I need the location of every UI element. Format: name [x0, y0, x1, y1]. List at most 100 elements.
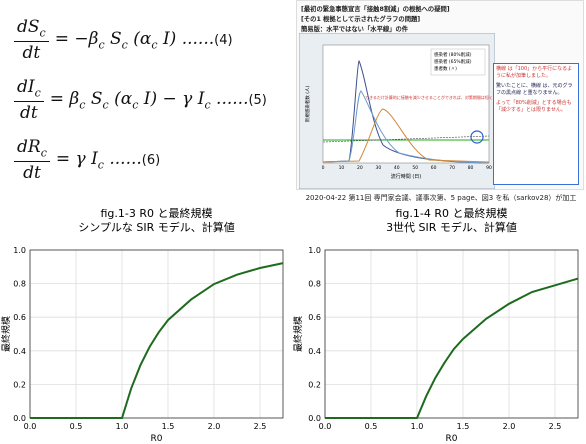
slide-header: [その1 根拠として示されたグラフの問題]	[301, 16, 421, 23]
x-axis-label: R0	[446, 434, 458, 444]
slide-x-tick: 60	[431, 165, 437, 171]
numerator: dRc	[14, 137, 50, 162]
x-tick-label: 0.0	[319, 422, 332, 431]
rhs-part: = −β	[54, 28, 99, 49]
numerator-part: c	[34, 86, 41, 100]
curve	[322, 108, 490, 163]
x-tick-label: 1.0	[116, 422, 129, 431]
rhs-part: ......	[103, 148, 142, 169]
numerator-part: dS	[17, 17, 40, 38]
rhs-part: S	[104, 28, 122, 49]
equation: dRc dt = γ Ic ...... (6)	[14, 130, 294, 190]
denominator: dt	[20, 102, 38, 123]
y-tick-label: 1.0	[308, 246, 321, 255]
numerator-part: c	[40, 146, 47, 160]
chart-title: fig.1-3 R0 と最終規模	[100, 206, 212, 220]
rhs-part: = γ I	[55, 148, 98, 169]
slide-x-tick: 10	[339, 165, 345, 171]
slide-x-tick: 40	[394, 165, 400, 171]
x-axis-label: R0	[151, 434, 163, 444]
y-tick-label: 0.0	[308, 414, 321, 423]
y-axis-label: 最終規模	[0, 316, 12, 352]
plot-frame	[29, 249, 284, 419]
plot-frame	[324, 249, 579, 419]
rhs-part: I) ......	[157, 28, 215, 49]
fraction: dRc dt	[14, 137, 50, 183]
rhs-part: c	[98, 38, 105, 52]
highlight	[470, 130, 484, 144]
rhs: = −βc Sc (αc I) ......	[55, 29, 214, 51]
x-tick-label: 0.5	[365, 422, 378, 431]
rhs-part: ......	[210, 88, 249, 109]
slide-x-tick: 30	[375, 165, 381, 171]
rhs-part: c	[79, 98, 86, 112]
x-tick-label: 2.5	[254, 422, 267, 431]
equations: dSc dt = −βc Sc (αc I) ...... (4) dIc dt = βc…	[14, 10, 294, 190]
denominator: dt	[23, 162, 41, 183]
y-tick-label: 0.8	[308, 280, 321, 289]
equation-number: (4)	[214, 32, 233, 48]
slide-x-tick: 50	[412, 165, 418, 171]
rhs: = βc Sc (αc I) − γ Ic ......	[50, 89, 249, 111]
rhs-part: S	[85, 88, 103, 109]
rhs-part: = β	[49, 88, 80, 109]
y-tick-label: 0.4	[308, 347, 321, 356]
chart-subtitle: シンプルな SIR モデル、計算値	[78, 220, 235, 234]
chart-title: fig.1-4 R0 と最終規模	[395, 206, 507, 220]
y-tick-label: 1.0	[13, 246, 26, 255]
rhs-part: c	[102, 98, 109, 112]
y-tick-label: 0.6	[308, 313, 321, 322]
y-tick-label: 0.6	[13, 313, 26, 322]
caption: 2020-04-22 第11回 専門家会議、議事次第、5 page、図3 を私（…	[305, 194, 577, 202]
fraction: dSc dt	[14, 17, 49, 63]
equation: dSc dt = −βc Sc (αc I) ...... (4)	[14, 10, 294, 70]
slide-x-tick: 70	[449, 165, 455, 171]
rhs-part: (α	[127, 28, 152, 49]
slide-legend-entry: 感染者 (80%削減)	[434, 51, 472, 58]
rhs-part: (α	[108, 88, 133, 109]
numerator: dSc	[14, 17, 49, 42]
y-tick-label: 0.2	[308, 380, 321, 389]
rhs-part: c	[97, 158, 104, 172]
y-tick-label: 0.4	[13, 347, 26, 356]
numerator-part: c	[39, 26, 46, 40]
numerator: dIc	[14, 77, 44, 102]
slide-annotation: できるだけ計算的に接触を減少させることができれば、対策期間は短く済む	[365, 94, 495, 100]
slide-legend	[430, 48, 486, 76]
y-tick-label: 0.2	[13, 380, 26, 389]
x-tick-label: 1.5	[457, 422, 470, 431]
line	[325, 277, 579, 419]
rhs-part: c	[132, 98, 139, 112]
rhs: = γ Ic ......	[56, 149, 142, 171]
slide-ylabel: 新規感染者数 (人)	[304, 86, 311, 123]
note-text: よって「80%削減」とする場合も「減少する」とは限りません。	[496, 100, 572, 113]
equation-number: (5)	[248, 92, 267, 108]
equation-number: (6)	[141, 152, 161, 168]
slide-legend-entry: 患者数 (〃)	[434, 65, 457, 72]
x-tick-label: 0.5	[70, 422, 83, 431]
x-tick-label: 2.0	[503, 422, 516, 431]
x-tick-label: 1.5	[162, 422, 175, 431]
slide-x-tick: 80	[468, 165, 474, 171]
x-tick-label: 2.0	[208, 422, 221, 431]
y-tick-label: 0.0	[13, 414, 26, 423]
numerator-part: dI	[17, 77, 35, 98]
rhs-part: c	[121, 38, 128, 52]
note-text: 驚いたことに、横線 は、元のグラフの黒点線 と重なりません。	[496, 83, 573, 96]
slide-graph: 0 10 20 30 40 50 60 70 80 90 流行時間 (日) 新規感染者数 (人) 感染者…	[299, 33, 495, 189]
x-tick-label: 1.0	[411, 422, 424, 431]
slide-legend-entry: 感染者 (65%削減)	[434, 58, 472, 65]
dotted-line	[322, 135, 490, 143]
rhs-part: c	[151, 38, 158, 52]
slide-header: 簡易版：水平ではない「水平線」の件	[301, 26, 409, 33]
y-axis-label: 最終規模	[292, 316, 304, 352]
slide-thumbnail: [最初の緊急事態宣言「接触8割減」の根拠への疑問] [その1 根拠として示された…	[296, 0, 584, 190]
slide-x-tick: 0	[322, 165, 325, 171]
fraction: dIc dt	[14, 77, 44, 123]
line	[30, 262, 284, 419]
slide-xlabel: 流行時間 (日)	[391, 173, 422, 180]
rhs-part: I) − γ I	[138, 88, 205, 109]
denominator: dt	[22, 42, 41, 63]
